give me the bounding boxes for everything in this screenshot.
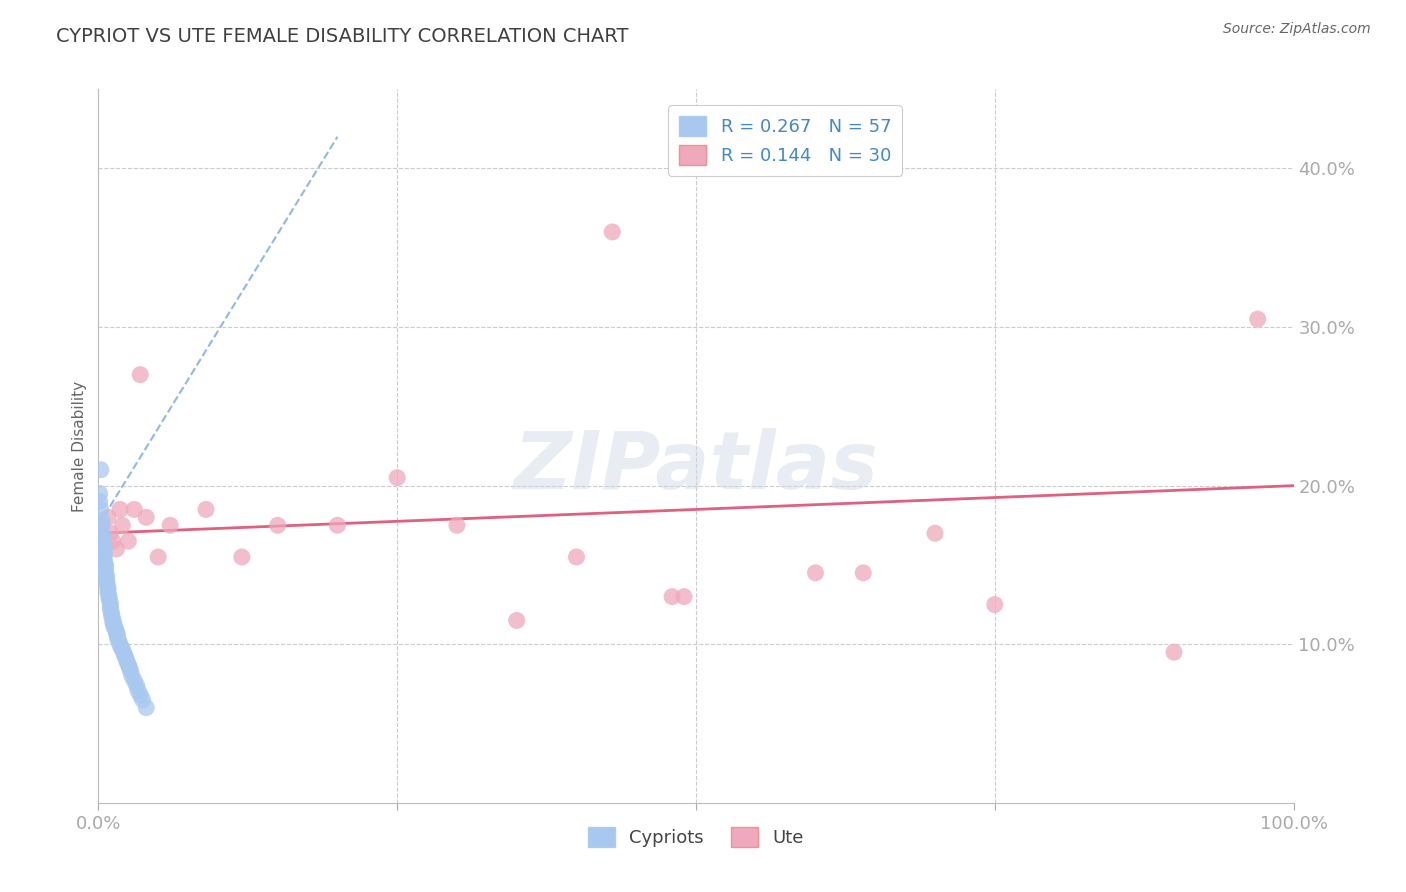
Point	[98, 602, 122, 616]
Point	[231, 549, 253, 564]
Point	[93, 549, 115, 564]
Point	[97, 586, 120, 600]
Point	[924, 526, 946, 541]
Point	[984, 598, 1007, 612]
Point	[107, 631, 129, 645]
Point	[120, 664, 142, 678]
Point	[93, 542, 115, 557]
Point	[506, 614, 529, 628]
Point	[91, 526, 114, 541]
Point	[107, 628, 129, 642]
Point	[94, 561, 117, 575]
Point	[96, 574, 118, 588]
Point	[97, 580, 120, 594]
Point	[446, 518, 468, 533]
Text: ZIPatlas: ZIPatlas	[513, 428, 879, 507]
Point	[89, 486, 111, 500]
Point	[98, 592, 121, 607]
Point	[117, 657, 139, 672]
Point	[105, 542, 128, 557]
Point	[129, 688, 152, 702]
Point	[96, 569, 118, 583]
Point	[107, 634, 129, 648]
Point	[385, 471, 409, 485]
Point	[111, 642, 134, 657]
Point	[96, 577, 118, 591]
Point	[110, 640, 132, 655]
Point	[89, 494, 111, 508]
Point	[103, 616, 125, 631]
Point	[125, 678, 148, 692]
Point	[90, 518, 112, 533]
Point	[94, 558, 117, 572]
Point	[112, 645, 135, 659]
Point	[673, 590, 696, 604]
Point	[135, 700, 157, 714]
Point	[159, 518, 181, 533]
Point	[103, 620, 125, 634]
Point	[100, 608, 122, 623]
Point	[97, 583, 120, 598]
Point	[131, 692, 153, 706]
Point	[93, 555, 115, 569]
Point	[1247, 312, 1270, 326]
Point	[565, 549, 588, 564]
Point	[267, 518, 290, 533]
Point	[97, 510, 120, 524]
Point	[105, 626, 128, 640]
Point	[111, 518, 134, 533]
Point	[101, 615, 124, 629]
Point	[90, 502, 112, 516]
Point	[326, 518, 349, 533]
Point	[602, 225, 624, 239]
Point	[124, 502, 146, 516]
Point	[94, 566, 117, 580]
Point	[93, 545, 115, 559]
Point	[98, 526, 122, 541]
Y-axis label: Female Disability: Female Disability	[72, 380, 87, 512]
Point	[91, 539, 114, 553]
Point	[804, 566, 827, 580]
Point	[852, 566, 875, 580]
Point	[115, 655, 138, 669]
Point	[129, 368, 152, 382]
Point	[101, 534, 124, 549]
Point	[1163, 645, 1185, 659]
Point	[108, 637, 131, 651]
Point	[98, 596, 122, 610]
Point	[661, 590, 683, 604]
Point	[98, 590, 121, 604]
Point	[127, 683, 149, 698]
Point	[115, 651, 138, 665]
Point	[91, 529, 114, 543]
Point	[91, 534, 114, 549]
Text: CYPRIOT VS UTE FEMALE DISABILITY CORRELATION CHART: CYPRIOT VS UTE FEMALE DISABILITY CORRELA…	[56, 27, 628, 45]
Legend: Cypriots, Ute: Cypriots, Ute	[581, 820, 811, 855]
Point	[98, 599, 122, 614]
Point	[118, 661, 141, 675]
Text: Source: ZipAtlas.com: Source: ZipAtlas.com	[1223, 22, 1371, 37]
Point	[104, 621, 127, 635]
Point	[108, 502, 131, 516]
Point	[148, 549, 170, 564]
Point	[195, 502, 218, 516]
Point	[135, 510, 157, 524]
Point	[100, 606, 122, 620]
Point	[117, 534, 139, 549]
Point	[90, 463, 112, 477]
Point	[114, 648, 136, 663]
Point	[105, 624, 128, 639]
Point	[91, 514, 114, 528]
Point	[124, 673, 146, 688]
Point	[101, 612, 124, 626]
Point	[121, 669, 143, 683]
Point	[91, 518, 114, 533]
